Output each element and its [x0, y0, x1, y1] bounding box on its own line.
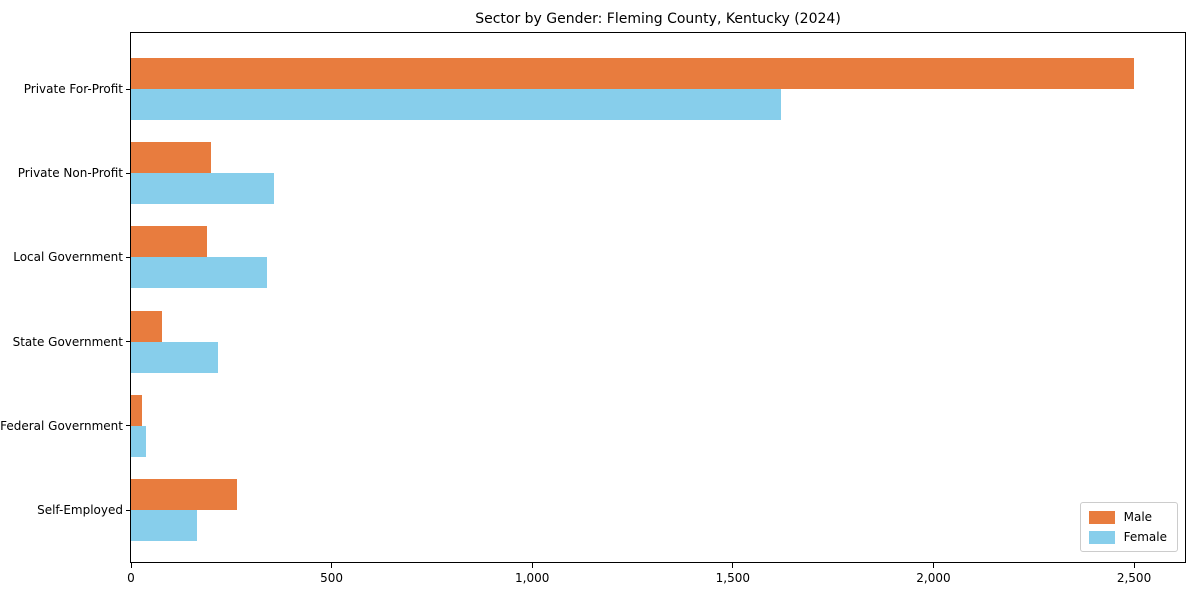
x-tick-label: 1,000: [515, 571, 550, 585]
x-tick-label: 2,000: [916, 571, 951, 585]
bar-female: [131, 257, 268, 289]
legend-swatch-male: [1088, 510, 1115, 524]
category-label: Federal Government: [0, 418, 123, 433]
chart-legend: Male Female: [1079, 502, 1178, 552]
bar-male: [131, 479, 237, 511]
category-label: Private For-Profit: [23, 82, 123, 96]
bar-female: [131, 341, 219, 373]
y-tick-mark: [126, 172, 131, 174]
x-tick-label: 2,500: [1116, 571, 1152, 585]
y-tick-mark: [126, 256, 131, 258]
x-tick-mark: [331, 563, 333, 568]
bar-female: [131, 89, 781, 120]
legend-swatch-female: [1088, 530, 1115, 544]
category-label: Self-Employed: [37, 503, 123, 518]
bar-female: [131, 425, 147, 457]
bar-male: [131, 142, 212, 174]
bar-female: [131, 510, 197, 542]
x-tick-label: 1,500: [715, 571, 750, 585]
bar-male: [131, 394, 143, 426]
y-tick-mark: [126, 341, 131, 343]
y-tick-mark: [126, 425, 131, 427]
bar-female: [131, 173, 274, 205]
legend-item-male: Male: [1088, 510, 1167, 524]
bar-male: [131, 310, 163, 342]
chart-title: Sector by Gender: Fleming County, Kentuc…: [475, 11, 841, 27]
x-tick-mark: [130, 563, 132, 568]
x-tick-mark: [1133, 563, 1135, 568]
bar-male: [131, 226, 208, 258]
x-tick-mark: [932, 563, 934, 568]
plot-area: Male Female 0 500 1,000 1,500 2,000 2,500 Priva…: [0, 32, 1186, 585]
y-tick-mark: [126, 509, 131, 511]
x-tick-mark: [732, 563, 734, 568]
x-tick-label: 0: [127, 571, 135, 585]
y-tick-mark: [126, 88, 131, 90]
legend-label: Male: [1123, 510, 1153, 524]
legend-label: Female: [1123, 530, 1167, 544]
category-label: Local Government: [13, 250, 123, 265]
legend-item-female: Female: [1088, 530, 1167, 544]
x-tick-label: 500: [320, 571, 344, 585]
x-tick-mark: [531, 563, 533, 568]
category-label: State Government: [12, 334, 123, 349]
bar-male: [131, 58, 1135, 89]
category-label: Private Non-Profit: [17, 166, 123, 181]
